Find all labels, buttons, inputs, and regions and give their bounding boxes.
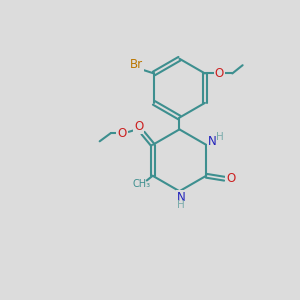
Text: N: N: [208, 135, 217, 148]
Text: CH₃: CH₃: [132, 179, 151, 189]
Text: O: O: [226, 172, 236, 185]
Text: H: H: [217, 132, 224, 142]
Text: Br: Br: [130, 58, 143, 71]
Text: H: H: [177, 200, 185, 210]
Text: O: O: [134, 120, 143, 134]
Text: N: N: [176, 191, 185, 204]
Text: O: O: [117, 127, 127, 140]
Text: O: O: [214, 67, 224, 80]
